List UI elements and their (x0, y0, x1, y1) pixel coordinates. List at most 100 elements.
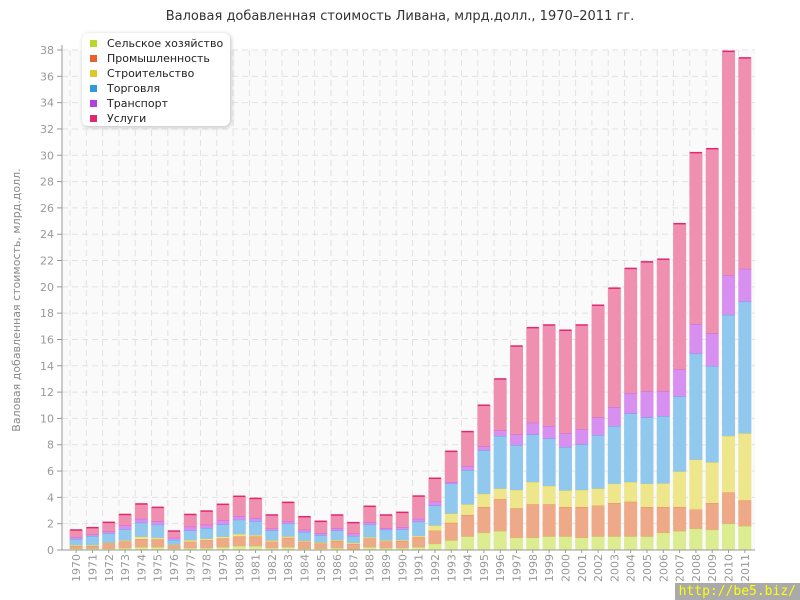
bar-segment (249, 535, 263, 547)
bar-segment (102, 542, 116, 549)
bar-segment (395, 511, 409, 528)
bar-segment (526, 536, 540, 551)
x-tick-label: 2007 (674, 554, 687, 582)
x-tick-label: 1980 (233, 554, 246, 582)
bar-segment (444, 521, 458, 541)
bar-segment (640, 261, 654, 392)
bar-segment (102, 532, 116, 543)
legend-label: Строительство (107, 67, 195, 80)
legend-label: Услуги (107, 112, 147, 125)
x-tick-label: 1971 (86, 554, 99, 582)
bar-segment (249, 497, 263, 519)
bar-segment (151, 538, 165, 548)
legend-swatch (90, 85, 97, 92)
bar-segment (575, 443, 589, 490)
bar-segment (705, 148, 719, 334)
legend-swatch (90, 100, 97, 107)
bar-segment (265, 540, 279, 549)
x-tick-label: 1974 (135, 554, 148, 582)
legend-item[interactable]: Услуги (82, 111, 230, 126)
bar-segment (249, 520, 263, 536)
bar-segment (346, 522, 360, 534)
bar-segment (216, 537, 230, 548)
bar-segment (265, 529, 279, 541)
x-tick-label: 1975 (152, 554, 165, 582)
bar-segment (673, 395, 687, 472)
legend-item[interactable]: Строительство (82, 66, 230, 81)
bar-segment (722, 522, 736, 551)
bar-segment (722, 50, 736, 276)
bar-segment (412, 536, 426, 548)
x-tick-label: 1986 (331, 554, 344, 582)
y-tick-label: 26 (40, 202, 54, 215)
x-tick-label: 1979 (217, 554, 230, 582)
bar-segment (575, 428, 589, 445)
bar-segment (558, 489, 572, 508)
bar-segment (183, 529, 197, 541)
bar-segment (640, 416, 654, 484)
bar-segment (493, 530, 507, 551)
watermark-link[interactable]: http://be5.biz/ (674, 583, 800, 600)
y-tick-label: 8 (47, 439, 54, 452)
bar-segment (281, 536, 295, 548)
bar-segment (689, 508, 703, 529)
bar-segment (722, 435, 736, 493)
bar-segment (379, 514, 393, 529)
bar-segment (673, 223, 687, 370)
bar-segment (314, 534, 328, 543)
bar-segment (297, 531, 311, 541)
bar-segment (297, 540, 311, 549)
bar-segment (624, 481, 638, 502)
bar-segment (69, 538, 83, 546)
x-tick-label: 1992 (429, 554, 442, 582)
bar-segment (412, 520, 426, 537)
bar-segment (510, 345, 524, 435)
y-tick-label: 28 (40, 176, 54, 189)
bar-segment (102, 521, 116, 532)
bar-segment (493, 429, 507, 437)
x-tick-label: 1998 (527, 554, 540, 582)
bar-segment (461, 431, 475, 467)
bar-segment (85, 527, 99, 535)
bar-segment (624, 392, 638, 414)
y-tick-label: 24 (40, 228, 54, 241)
bar-segment (673, 470, 687, 508)
y-tick-label: 0 (47, 544, 54, 557)
bar-segment (461, 469, 475, 505)
y-tick-label: 2 (47, 518, 54, 531)
bar-segment (738, 499, 752, 527)
bar-segment (363, 537, 377, 548)
bar-segment (134, 503, 148, 519)
legend: Сельское хозяйство Промышленность Строител… (82, 33, 230, 126)
bar-segment (118, 540, 132, 549)
bar-segment (428, 524, 442, 531)
legend-item[interactable]: Транспорт (82, 96, 230, 111)
legend-label: Промышленность (107, 52, 210, 65)
x-tick-label: 1991 (413, 554, 426, 582)
bar-segment (444, 539, 458, 551)
plot-area (62, 50, 755, 550)
bar-segment (722, 274, 736, 315)
bar-segment (428, 542, 442, 551)
bar-segment (510, 444, 524, 490)
legend-item[interactable]: Торговля (82, 81, 230, 96)
x-tick-label: 2003 (608, 554, 621, 582)
bar-segment (297, 516, 311, 530)
x-tick-label: 1996 (494, 554, 507, 582)
bar-segment (738, 432, 752, 501)
legend-item[interactable]: Сельское хозяйство (82, 36, 230, 51)
legend-label: Сельское хозяйство (107, 37, 224, 50)
x-tick-label: 1999 (543, 554, 556, 582)
bar-segment (200, 539, 214, 549)
legend-item[interactable]: Промышленность (82, 51, 230, 66)
x-tick-label: 1997 (511, 554, 524, 582)
bar-segment (232, 518, 246, 535)
x-tick-label: 2011 (739, 554, 752, 582)
bar-segment (151, 523, 165, 538)
x-tick-label: 1976 (168, 554, 181, 582)
bar-segment (640, 506, 654, 537)
y-tick-label: 12 (40, 386, 54, 399)
x-tick-label: 1981 (250, 554, 263, 582)
bar-segment (526, 503, 540, 538)
bar-segment (656, 415, 670, 484)
